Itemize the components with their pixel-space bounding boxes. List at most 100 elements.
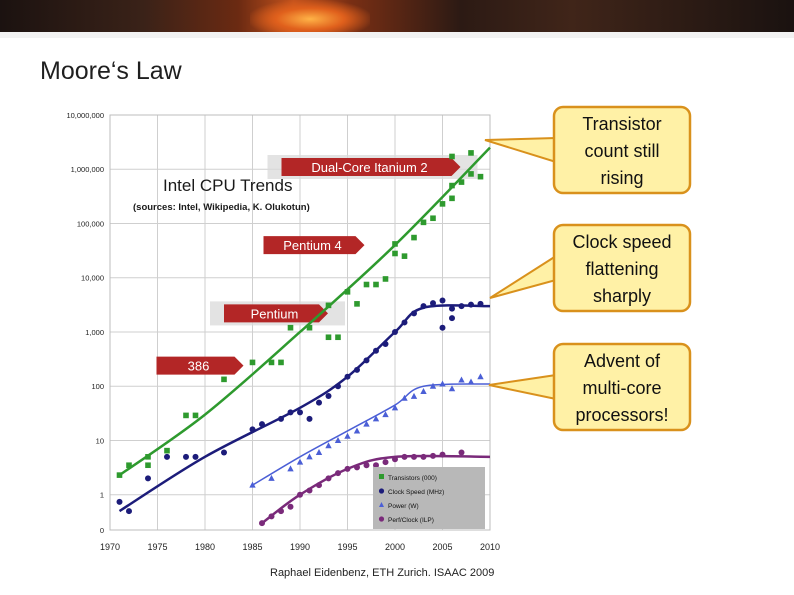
callout-line: count still bbox=[584, 141, 659, 161]
power-point bbox=[306, 453, 313, 460]
callout-line: rising bbox=[600, 168, 643, 188]
perf-clock-point bbox=[325, 475, 332, 482]
transistors-point bbox=[145, 462, 151, 469]
clock-speed-point bbox=[192, 453, 199, 460]
power-point bbox=[458, 376, 465, 383]
transistors-point bbox=[116, 472, 123, 478]
clock-speed-point bbox=[449, 315, 455, 322]
perf-clock-point bbox=[297, 491, 303, 498]
perf-clock-point bbox=[430, 452, 436, 459]
clock-speed-point bbox=[468, 301, 474, 308]
y-tick-label: 10 bbox=[96, 436, 104, 445]
power-point bbox=[268, 474, 275, 481]
callout-box bbox=[552, 105, 692, 195]
power-point bbox=[448, 385, 456, 392]
perf-clock-point bbox=[259, 520, 265, 527]
legend-box bbox=[373, 467, 485, 529]
clock-speed-point bbox=[183, 453, 189, 460]
transistors-point bbox=[164, 447, 170, 454]
transistors-point bbox=[192, 412, 199, 419]
clock-speed-point bbox=[259, 421, 265, 428]
transistors-point bbox=[126, 462, 132, 469]
clock-speed-point bbox=[287, 409, 294, 416]
chart-legend: Transistors (000) Clock Speed (MHz) Power … bbox=[373, 467, 485, 529]
power-point bbox=[249, 481, 256, 488]
transistors-point bbox=[183, 412, 189, 419]
callout-line: flattening bbox=[585, 259, 658, 279]
y-tick-label: 1,000,000 bbox=[71, 165, 104, 174]
clock-speed-point bbox=[116, 498, 123, 505]
annotation-label: 386 bbox=[188, 359, 210, 374]
clock-speed-series bbox=[116, 297, 491, 515]
power-point bbox=[363, 420, 370, 427]
power-point bbox=[420, 387, 427, 394]
transistors-point bbox=[392, 250, 398, 257]
callout-transistors: Transistor count still rising bbox=[484, 105, 692, 195]
power-point bbox=[353, 427, 361, 434]
perf-clock-point bbox=[287, 503, 294, 510]
power-point bbox=[429, 382, 437, 389]
clock-speed-point bbox=[335, 383, 341, 390]
clock-speed-point bbox=[126, 508, 132, 515]
power-point bbox=[372, 415, 380, 422]
transistors-point bbox=[221, 376, 227, 383]
header-banner bbox=[0, 0, 794, 38]
x-tick-label: 2005 bbox=[432, 542, 452, 552]
power-point bbox=[467, 378, 475, 385]
clock-speed-point bbox=[401, 319, 408, 326]
legend-label: Power (W) bbox=[388, 503, 419, 510]
cpu-trends-chart: 0 1 10 100 1,000 10,000 100,000 1,000,000 10,000… bbox=[66, 105, 692, 552]
perf-clock-point bbox=[382, 459, 389, 466]
power-point bbox=[334, 436, 342, 443]
transistors-series bbox=[116, 146, 491, 478]
x-tick-label: 1975 bbox=[147, 542, 167, 552]
transistors-point bbox=[145, 454, 151, 460]
transistors-point bbox=[363, 281, 370, 288]
transistors-point bbox=[449, 182, 455, 189]
transistors-point bbox=[468, 150, 474, 156]
transistors-point bbox=[268, 359, 275, 366]
power-point bbox=[439, 380, 446, 387]
x-tick-label: 1995 bbox=[337, 542, 357, 552]
clock-speed-point bbox=[373, 347, 379, 354]
y-tick-label: 100,000 bbox=[77, 219, 104, 228]
power-point bbox=[401, 394, 408, 401]
callout-perfclock: Advent of multi-core processors! bbox=[488, 342, 692, 432]
callout-pointer-join bbox=[555, 376, 560, 398]
callout-line: Transistor bbox=[582, 114, 661, 134]
x-tick-label: 2010 bbox=[480, 542, 500, 552]
transistors-point bbox=[306, 324, 313, 331]
transistors-point bbox=[325, 334, 332, 341]
transistors-point bbox=[287, 324, 294, 331]
perf-clock-point bbox=[335, 470, 341, 477]
transistors-point bbox=[354, 301, 360, 307]
slide-title: Moore‘s Law bbox=[40, 57, 182, 85]
clock-speed-point bbox=[297, 409, 303, 416]
clock-speed-point bbox=[411, 310, 417, 317]
callout-pointer bbox=[489, 254, 557, 299]
annotation-arrow bbox=[281, 158, 461, 177]
perf-clock-point bbox=[354, 464, 360, 471]
perf-clock-point bbox=[439, 451, 446, 458]
annotation-label: Pentium bbox=[251, 306, 299, 321]
clock-speed-point bbox=[458, 303, 465, 310]
clock-speed-point bbox=[439, 324, 446, 331]
perf-clock-point bbox=[316, 482, 322, 489]
clock-speed-point bbox=[344, 373, 351, 380]
legend-marker bbox=[378, 516, 385, 522]
perf-clock-point bbox=[420, 453, 427, 460]
perf-clock-point bbox=[392, 456, 398, 463]
chart-title: Intel CPU Trends bbox=[163, 176, 292, 195]
legend-marker bbox=[378, 488, 385, 494]
y-tick-label: 1,000 bbox=[85, 328, 104, 337]
callout-line: Advent of bbox=[584, 351, 661, 371]
clock-speed-point bbox=[392, 328, 398, 335]
callout-pointer-join bbox=[555, 257, 560, 279]
callout-line: processors! bbox=[575, 405, 668, 425]
perf-clock-point bbox=[306, 487, 313, 494]
clock-speed-point bbox=[354, 366, 360, 373]
perf-clock-point bbox=[278, 508, 284, 515]
plot-frame bbox=[109, 114, 491, 531]
callout-line: multi-core bbox=[582, 378, 661, 398]
callout-box bbox=[552, 342, 692, 432]
